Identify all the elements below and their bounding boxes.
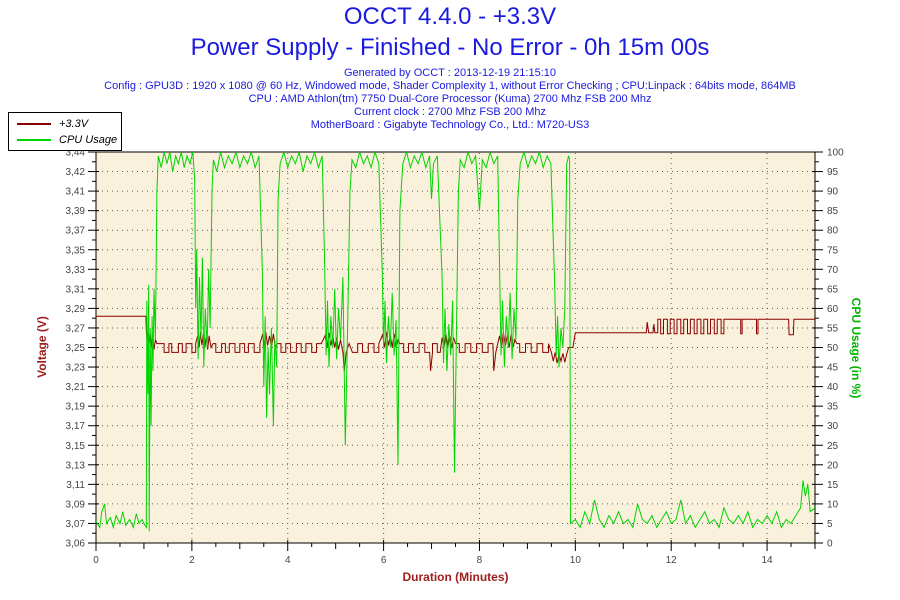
svg-text:50: 50 [827, 343, 839, 354]
svg-text:55: 55 [827, 323, 839, 334]
svg-text:0: 0 [827, 539, 833, 550]
svg-text:3,33: 3,33 [66, 265, 86, 276]
svg-text:8: 8 [477, 555, 483, 566]
svg-text:3,21: 3,21 [66, 382, 86, 393]
info-clock: Current clock : 2700 Mhz FSB 200 Mhz [354, 106, 546, 118]
svg-text:100: 100 [827, 148, 844, 159]
svg-text:20: 20 [827, 460, 839, 471]
legend-item-cpu: CPU Usage [9, 132, 121, 148]
info-motherboard: MotherBoard : Gigabyte Technology Co., L… [310, 119, 590, 131]
cpu-axis-title: CPU Usage (in %) [849, 298, 863, 399]
svg-text:3,44: 3,44 [66, 148, 86, 159]
legend-label-cpu: CPU Usage [59, 134, 118, 146]
svg-text:3,07: 3,07 [66, 519, 86, 530]
svg-text:3,15: 3,15 [66, 441, 86, 452]
voltage-tick-labels: 3,44 3,42 3,41 3,39 3,37 3,35 3,33 3,31 3,29 3,27… [66, 148, 86, 550]
svg-text:3,17: 3,17 [66, 421, 86, 432]
legend-label-voltage: +3.3V [59, 118, 89, 130]
svg-text:3,39: 3,39 [66, 206, 86, 217]
svg-text:75: 75 [827, 245, 839, 256]
cpu-line-swatch [17, 139, 51, 141]
info-cpu: CPU : AMD Athlon(tm) 7750 Dual-Core Proc… [248, 93, 652, 105]
svg-text:3,41: 3,41 [66, 187, 86, 198]
voltage-line-swatch [17, 123, 51, 125]
svg-text:70: 70 [827, 265, 839, 276]
page-title: OCCT 4.4.0 - +3.3V [343, 3, 557, 30]
svg-text:10: 10 [570, 555, 582, 566]
svg-text:3,13: 3,13 [66, 460, 86, 471]
svg-text:3,42: 3,42 [66, 167, 86, 178]
svg-text:3,06: 3,06 [66, 539, 86, 550]
info-generated: Generated by OCCT : 2013-12-19 21:15:10 [344, 67, 556, 79]
axis-ticks [88, 151, 823, 551]
svg-text:6: 6 [381, 555, 387, 566]
svg-text:14: 14 [762, 555, 774, 566]
duration-axis-title: Duration (Minutes) [403, 570, 509, 584]
svg-text:40: 40 [827, 382, 839, 393]
duration-tick-labels: 0 2 4 6 8 10 12 14 [93, 555, 773, 566]
svg-text:3,37: 3,37 [66, 226, 86, 237]
svg-text:3,09: 3,09 [66, 499, 86, 510]
svg-text:3,27: 3,27 [66, 323, 86, 334]
svg-text:5: 5 [827, 519, 833, 530]
voltage-axis-title: Voltage (V) [35, 316, 49, 378]
svg-text:45: 45 [827, 363, 839, 374]
info-config: Config : GPU3D : 1920 x 1080 @ 60 Hz, Wi… [104, 80, 796, 92]
svg-text:65: 65 [827, 284, 839, 295]
svg-text:95: 95 [827, 167, 839, 178]
svg-text:3,11: 3,11 [66, 480, 85, 491]
chart-legend: +3.3V CPU Usage [8, 112, 122, 151]
svg-text:0: 0 [93, 555, 99, 566]
svg-text:12: 12 [666, 555, 678, 566]
svg-text:85: 85 [827, 206, 839, 217]
svg-text:3,31: 3,31 [66, 284, 86, 295]
cpu-tick-labels: 1009590858075706560555045403530252015105… [827, 148, 844, 550]
svg-text:10: 10 [827, 499, 839, 510]
svg-text:25: 25 [827, 441, 839, 452]
svg-text:3,35: 3,35 [66, 245, 86, 256]
legend-item-voltage: +3.3V [9, 116, 121, 132]
page-subtitle: Power Supply - Finished - No Error - 0h … [190, 34, 710, 61]
svg-text:3,25: 3,25 [66, 343, 86, 354]
svg-text:2: 2 [189, 555, 195, 566]
svg-text:3,29: 3,29 [66, 304, 86, 315]
svg-text:80: 80 [827, 226, 839, 237]
svg-text:35: 35 [827, 402, 839, 413]
svg-text:4: 4 [285, 555, 291, 566]
svg-text:3,19: 3,19 [66, 402, 86, 413]
svg-text:30: 30 [827, 421, 839, 432]
voltage-series-line [96, 315, 815, 372]
svg-text:60: 60 [827, 304, 839, 315]
svg-text:3,23: 3,23 [66, 363, 86, 374]
svg-text:15: 15 [827, 480, 839, 491]
svg-text:90: 90 [827, 187, 839, 198]
cpu-usage-series-line [96, 152, 815, 532]
